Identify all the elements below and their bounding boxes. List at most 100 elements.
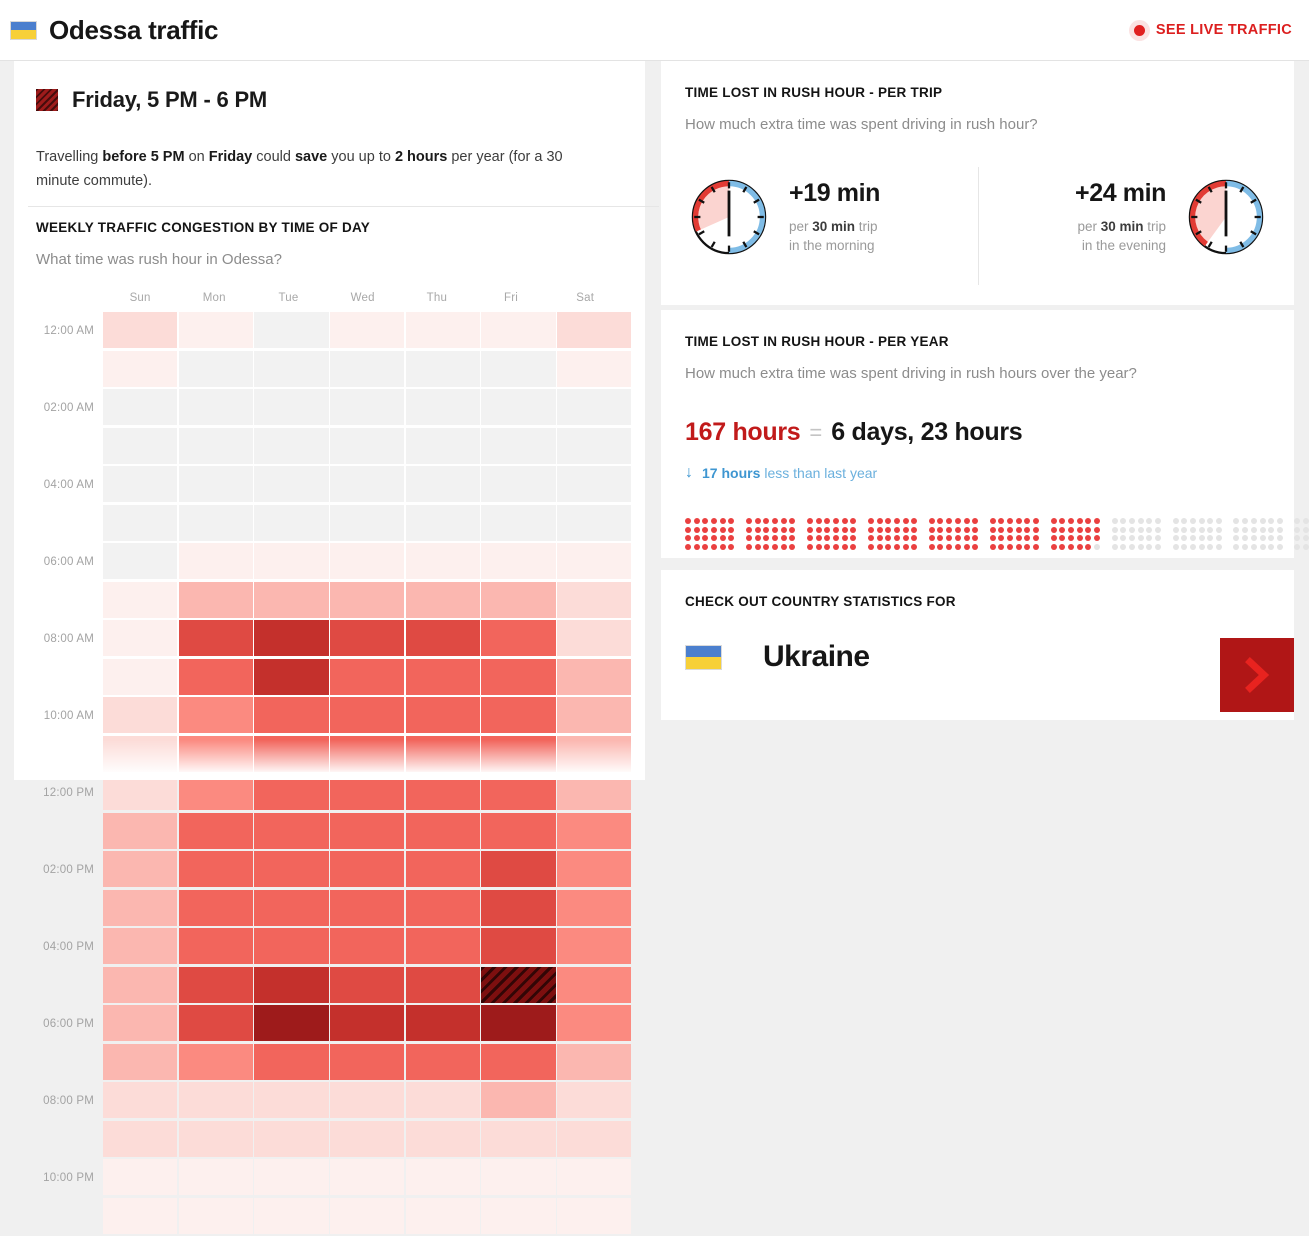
heatmap-cell[interactable] — [254, 1198, 328, 1234]
heatmap-cell[interactable] — [103, 851, 177, 887]
heatmap-cell[interactable] — [406, 582, 480, 618]
heatmap-cell[interactable] — [330, 890, 404, 926]
heatmap-cell[interactable] — [254, 736, 328, 772]
heatmap-cell[interactable] — [330, 543, 404, 579]
heatmap-cell[interactable] — [254, 890, 328, 926]
heatmap-cell[interactable] — [406, 543, 480, 579]
heatmap-cell[interactable] — [557, 659, 631, 695]
heatmap-cell[interactable] — [406, 1044, 480, 1080]
heatmap-cell[interactable] — [406, 466, 480, 502]
heatmap-cell[interactable] — [330, 1044, 404, 1080]
heatmap-cell[interactable] — [179, 1005, 253, 1041]
heatmap-cell[interactable] — [481, 928, 555, 964]
heatmap-cell[interactable] — [557, 928, 631, 964]
heatmap-cell[interactable] — [481, 736, 555, 772]
heatmap-cell[interactable] — [406, 1121, 480, 1157]
heatmap-cell[interactable] — [557, 428, 631, 464]
heatmap-cell[interactable] — [179, 389, 253, 425]
heatmap-cell[interactable] — [254, 851, 328, 887]
heatmap-cell[interactable] — [254, 1159, 328, 1195]
heatmap-cell[interactable] — [481, 967, 555, 1003]
heatmap-cell[interactable] — [103, 659, 177, 695]
heatmap-cell[interactable] — [179, 1198, 253, 1234]
heatmap-cell[interactable] — [330, 428, 404, 464]
heatmap-cell[interactable] — [103, 736, 177, 772]
heatmap-cell[interactable] — [179, 967, 253, 1003]
heatmap-cell[interactable] — [103, 1005, 177, 1041]
heatmap-cell[interactable] — [481, 1044, 555, 1080]
heatmap-cell[interactable] — [254, 466, 328, 502]
heatmap-cell[interactable] — [330, 774, 404, 810]
heatmap-cell[interactable] — [557, 543, 631, 579]
heatmap-cell[interactable] — [330, 1005, 404, 1041]
heatmap-cell[interactable] — [406, 428, 480, 464]
heatmap-cell[interactable] — [557, 582, 631, 618]
heatmap-cell[interactable] — [481, 1082, 555, 1118]
heatmap-cell[interactable] — [330, 312, 404, 348]
heatmap-cell[interactable] — [481, 851, 555, 887]
heatmap-cell[interactable] — [254, 1044, 328, 1080]
heatmap-cell[interactable] — [254, 1121, 328, 1157]
heatmap-cell[interactable] — [557, 505, 631, 541]
heatmap-cell[interactable] — [406, 1159, 480, 1195]
heatmap-cell[interactable] — [330, 582, 404, 618]
heatmap-cell[interactable] — [179, 351, 253, 387]
heatmap-cell[interactable] — [557, 1159, 631, 1195]
heatmap-cell[interactable] — [254, 620, 328, 656]
heatmap-cell[interactable] — [481, 620, 555, 656]
heatmap-cell[interactable] — [179, 697, 253, 733]
heatmap-cell[interactable] — [557, 851, 631, 887]
heatmap-cell[interactable] — [406, 736, 480, 772]
heatmap-cell[interactable] — [179, 505, 253, 541]
heatmap-cell[interactable] — [103, 1082, 177, 1118]
heatmap-cell[interactable] — [406, 774, 480, 810]
see-live-traffic-link[interactable]: SEE LIVE TRAFFIC — [1134, 22, 1292, 38]
heatmap-cell[interactable] — [330, 505, 404, 541]
heatmap-cell[interactable] — [481, 1198, 555, 1234]
heatmap-cell[interactable] — [557, 466, 631, 502]
heatmap-cell[interactable] — [179, 620, 253, 656]
heatmap-cell[interactable] — [254, 967, 328, 1003]
heatmap-cell[interactable] — [330, 967, 404, 1003]
heatmap-cell[interactable] — [254, 697, 328, 733]
heatmap-cell[interactable] — [103, 466, 177, 502]
heatmap-cell[interactable] — [557, 1198, 631, 1234]
heatmap-cell[interactable] — [330, 1159, 404, 1195]
heatmap-cell[interactable] — [330, 620, 404, 656]
heatmap-cell[interactable] — [179, 928, 253, 964]
heatmap-cell[interactable] — [103, 967, 177, 1003]
heatmap-cell[interactable] — [557, 774, 631, 810]
heatmap-cell[interactable] — [481, 813, 555, 849]
heatmap-cell[interactable] — [179, 1121, 253, 1157]
heatmap-cell[interactable] — [557, 813, 631, 849]
heatmap-cell[interactable] — [481, 659, 555, 695]
heatmap-cell[interactable] — [557, 312, 631, 348]
heatmap-cell[interactable] — [481, 389, 555, 425]
heatmap-cell[interactable] — [406, 659, 480, 695]
heatmap-cell[interactable] — [481, 697, 555, 733]
heatmap-cell[interactable] — [481, 1005, 555, 1041]
heatmap-cell[interactable] — [103, 1044, 177, 1080]
heatmap-cell[interactable] — [557, 620, 631, 656]
heatmap-cell[interactable] — [557, 736, 631, 772]
heatmap-cell[interactable] — [406, 1082, 480, 1118]
heatmap-cell[interactable] — [254, 389, 328, 425]
heatmap-cell[interactable] — [481, 1159, 555, 1195]
heatmap-cell[interactable] — [330, 928, 404, 964]
heatmap-cell[interactable] — [103, 620, 177, 656]
heatmap-cell[interactable] — [254, 428, 328, 464]
heatmap-cell[interactable] — [406, 389, 480, 425]
heatmap-cell[interactable] — [254, 505, 328, 541]
heatmap-cell[interactable] — [481, 312, 555, 348]
heatmap-cell[interactable] — [103, 428, 177, 464]
heatmap-cell[interactable] — [406, 928, 480, 964]
heatmap-cell[interactable] — [557, 1044, 631, 1080]
heatmap-cell[interactable] — [179, 659, 253, 695]
heatmap-cell[interactable] — [179, 543, 253, 579]
country-statistics-card[interactable]: CHECK OUT COUNTRY STATISTICS FOR Ukraine — [661, 570, 1294, 720]
heatmap-cell[interactable] — [103, 890, 177, 926]
heatmap-cell[interactable] — [254, 774, 328, 810]
heatmap-cell[interactable] — [330, 351, 404, 387]
heatmap-cell[interactable] — [179, 851, 253, 887]
heatmap-cell[interactable] — [103, 351, 177, 387]
